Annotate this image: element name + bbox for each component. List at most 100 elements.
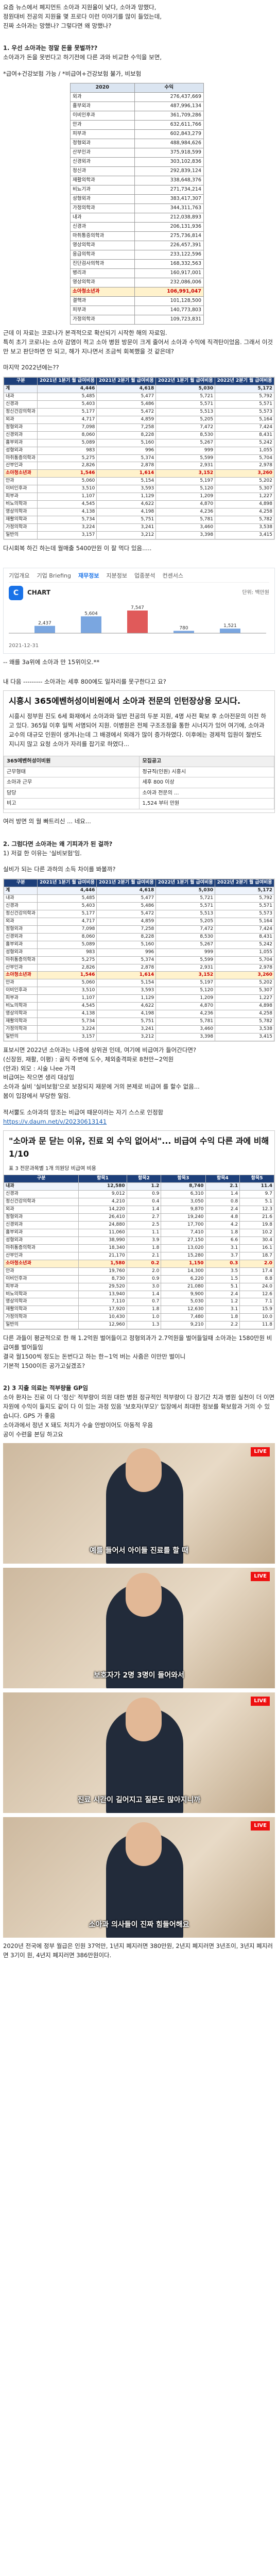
table-cell: 소아청소년과 bbox=[3, 971, 38, 980]
tab-item[interactable]: 기업개요 bbox=[9, 572, 30, 579]
table-row: 재활의학과 5,734 5,751 5,781 5,782 bbox=[3, 1018, 274, 1026]
table-cell: 1,227 bbox=[215, 994, 274, 1003]
live-badge: LIVE bbox=[251, 1572, 270, 1581]
table-cell: 3,241 bbox=[96, 1025, 157, 1033]
table-cell: 5,030 bbox=[155, 385, 216, 393]
table-cell: 1.4 bbox=[126, 1206, 162, 1214]
tab-item[interactable]: 컨센서스 bbox=[162, 572, 183, 579]
table-cell: 5,477 bbox=[96, 393, 157, 401]
table-cell: 1,546 bbox=[37, 469, 97, 478]
table-cell: 신경외과 bbox=[3, 431, 38, 439]
table-cell: 0.2 bbox=[126, 1259, 162, 1268]
table-cell: 5,060 bbox=[37, 979, 97, 988]
section-text: 적서뿔도 소아과의 망조는 비급여 때문이라는 자기 스스로 인정함 bbox=[3, 1108, 164, 1116]
table-cell: 3,415 bbox=[215, 1032, 274, 1041]
table-cell: 9,900 bbox=[161, 1290, 206, 1299]
table-cell: 1,150 bbox=[161, 1259, 206, 1268]
table-cell: 외과 bbox=[3, 917, 38, 926]
table-row: 재활의학과 5,734 5,751 5,781 5,782 bbox=[3, 516, 274, 524]
table-cell: 산부인과 bbox=[3, 1251, 79, 1260]
table-cell: 내과 bbox=[3, 393, 38, 401]
table-row: 일반의 3,157 3,212 3,398 3,415 bbox=[3, 1032, 274, 1041]
news-title[interactable]: "소아과 문 닫는 이유, 진료 외 수익 없어서"... 비급여 수익 다른 … bbox=[9, 1136, 269, 1159]
news-card-2[interactable]: "소아과 문 닫는 이유, 진료 외 수익 없어서"... 비급여 수익 다른 … bbox=[3, 1130, 275, 1330]
table-header-row: 365에벤허성이비원 모집공고 bbox=[3, 756, 274, 767]
table-cell: 신경과 bbox=[3, 400, 38, 409]
table-cell: 이비인후과 bbox=[70, 110, 135, 121]
tab-item[interactable]: 재무정보 bbox=[78, 572, 99, 579]
table-cell: 4,446 bbox=[37, 887, 97, 895]
table-cell: 1.8 bbox=[126, 1244, 162, 1252]
table-cell: 212,038,893 bbox=[134, 212, 204, 223]
table-cell: 109,723,831 bbox=[134, 314, 204, 325]
table-row: 진단검사의학과 168,332,563 bbox=[70, 259, 204, 269]
table-cell: 4,859 bbox=[96, 415, 157, 424]
table-row: 일반의 12,960 1.3 9,210 2.2 11.8 bbox=[3, 1321, 274, 1330]
table-cell: 4,870 bbox=[155, 500, 216, 509]
table-cell: 4,859 bbox=[96, 917, 157, 926]
post-body: 요즘 뉴스에서 폐지먼트 소아과 지원율이 낮다, 소아과 망했다, 정원대비 … bbox=[0, 3, 278, 1960]
video-still-3[interactable]: LIVE 진료 시간이 길어지고 질문도 많아지니까 bbox=[3, 1692, 275, 1814]
table-cell: 0.8 bbox=[205, 1198, 240, 1207]
video-still-1[interactable]: LIVE 예를 들어서 아이들 진료를 할 때 bbox=[3, 1443, 275, 1564]
article-link[interactable]: https://v.daum.net/v/20230613141 bbox=[3, 1117, 107, 1125]
table-cell: 5,374 bbox=[96, 454, 157, 463]
table-cell: 3,538 bbox=[215, 1025, 274, 1033]
section-title: 2) 3 지출 의료는 적부량율 GP임 bbox=[3, 1384, 88, 1392]
table-cell: 가정의학과 bbox=[3, 1025, 38, 1033]
table-row: 이비인후과 3,510 3,593 5,120 5,307 bbox=[3, 987, 274, 995]
section-subtitle: 마지막 2022년에는?? bbox=[3, 364, 59, 371]
table-cell: 5,472 bbox=[96, 909, 157, 918]
table-cell: 5,571 bbox=[155, 400, 216, 409]
table-cell: 21,080 bbox=[161, 1282, 206, 1291]
table-cell: 외과 bbox=[3, 1206, 79, 1214]
table-cell: 10.0 bbox=[239, 1313, 274, 1322]
table-row: 응급의학과 233,122,596 bbox=[70, 249, 204, 260]
news-card-1[interactable]: 시흥시 365에벤허성이비원에서 소아과 전문의 인턴장상용 모시다. 시흥시 … bbox=[3, 690, 275, 813]
table-cell: 5,197 bbox=[155, 979, 216, 988]
table-header-cell: 2022년 1분기 월 급여비용 bbox=[155, 879, 216, 888]
chart-bar bbox=[127, 610, 148, 633]
video-still-4[interactable]: LIVE 소아과 의사들이 진짜 힘들어해요 bbox=[3, 1817, 275, 1938]
table-row: 외과 4,717 4,859 5,205 5,164 bbox=[3, 415, 274, 424]
table-cell: 6,310 bbox=[161, 1190, 206, 1199]
table-cell: 602,843,279 bbox=[134, 129, 204, 139]
table-caption: 표 3 전문과목별 1개 의원당 비급여 비용 bbox=[9, 1165, 96, 1172]
table-cell: 내과 bbox=[3, 1182, 79, 1191]
section-1b: 근데 이 자료는 코로나가 본격적으로 확산되기 시작한 해의 자료임. 특히 … bbox=[3, 329, 275, 372]
table-row: 계 4,446 4,618 5,030 5,172 bbox=[3, 385, 274, 393]
table-cell: 19.8 bbox=[239, 1221, 274, 1230]
table-cell: 5,154 bbox=[96, 477, 157, 486]
news-title[interactable]: 시흥시 365에벤허성이비원에서 소아과 전문의 인턴장상용 모시다. bbox=[9, 696, 241, 706]
tab-item[interactable]: 지분정보 bbox=[106, 572, 127, 579]
table-cell: 산부인과 bbox=[3, 963, 38, 972]
table-cell: 4,717 bbox=[37, 917, 97, 926]
table-row: 영상의학과 232,086,006 bbox=[70, 277, 204, 287]
tab-item[interactable]: 업종분석 bbox=[134, 572, 155, 579]
table-cell: 성형외과 bbox=[70, 194, 135, 204]
table-row: 마취통증의학과 5,275 5,374 5,599 5,704 bbox=[3, 454, 274, 463]
table-cell: 11.4 bbox=[239, 1182, 274, 1191]
section-3: 2) 3 지출 의료는 적부량율 GP임 소아 환자는 진료 이 다 '정신' … bbox=[3, 1384, 275, 1439]
table-row: 정신건강의학과 5,177 5,472 5,513 5,573 bbox=[3, 408, 274, 416]
table-cell: 5,160 bbox=[96, 438, 157, 447]
table-cell: 5,374 bbox=[96, 956, 157, 964]
table-cell: 5,060 bbox=[37, 477, 97, 486]
table-header-cell: 항목3 bbox=[161, 1175, 206, 1183]
table-row: 안과 5,060 5,154 5,197 5,202 bbox=[3, 979, 274, 988]
table-cell: 결핵과 bbox=[70, 296, 135, 306]
table-cell: 소아과 전문의 ... bbox=[139, 787, 274, 799]
table-cell: 성형외과 bbox=[3, 948, 38, 957]
table-row: 재활의학과 338,648,376 bbox=[70, 175, 204, 185]
table-cell: 비뇨의학과 bbox=[3, 1290, 79, 1299]
chart-data-label: 1,521 bbox=[223, 623, 237, 629]
table-row: 내과 12,580 1.2 8,740 2.1 11.4 bbox=[3, 1182, 274, 1191]
table-row: 재활의학과 17,920 1.8 12,630 3.1 15.9 bbox=[3, 1306, 274, 1314]
table-row: 성형외과 383,417,307 bbox=[70, 194, 204, 204]
video-still-2[interactable]: LIVE 보호자가 2명 3명이 들어와서 bbox=[3, 1568, 275, 1689]
table-cell: 2.1 bbox=[126, 1251, 162, 1260]
table-cell: 1.2 bbox=[205, 1298, 240, 1307]
table-cell: 19,760 bbox=[78, 1267, 127, 1276]
table-cell: 1,129 bbox=[96, 493, 157, 501]
tab-item[interactable]: 기업 Briefing bbox=[37, 572, 71, 579]
